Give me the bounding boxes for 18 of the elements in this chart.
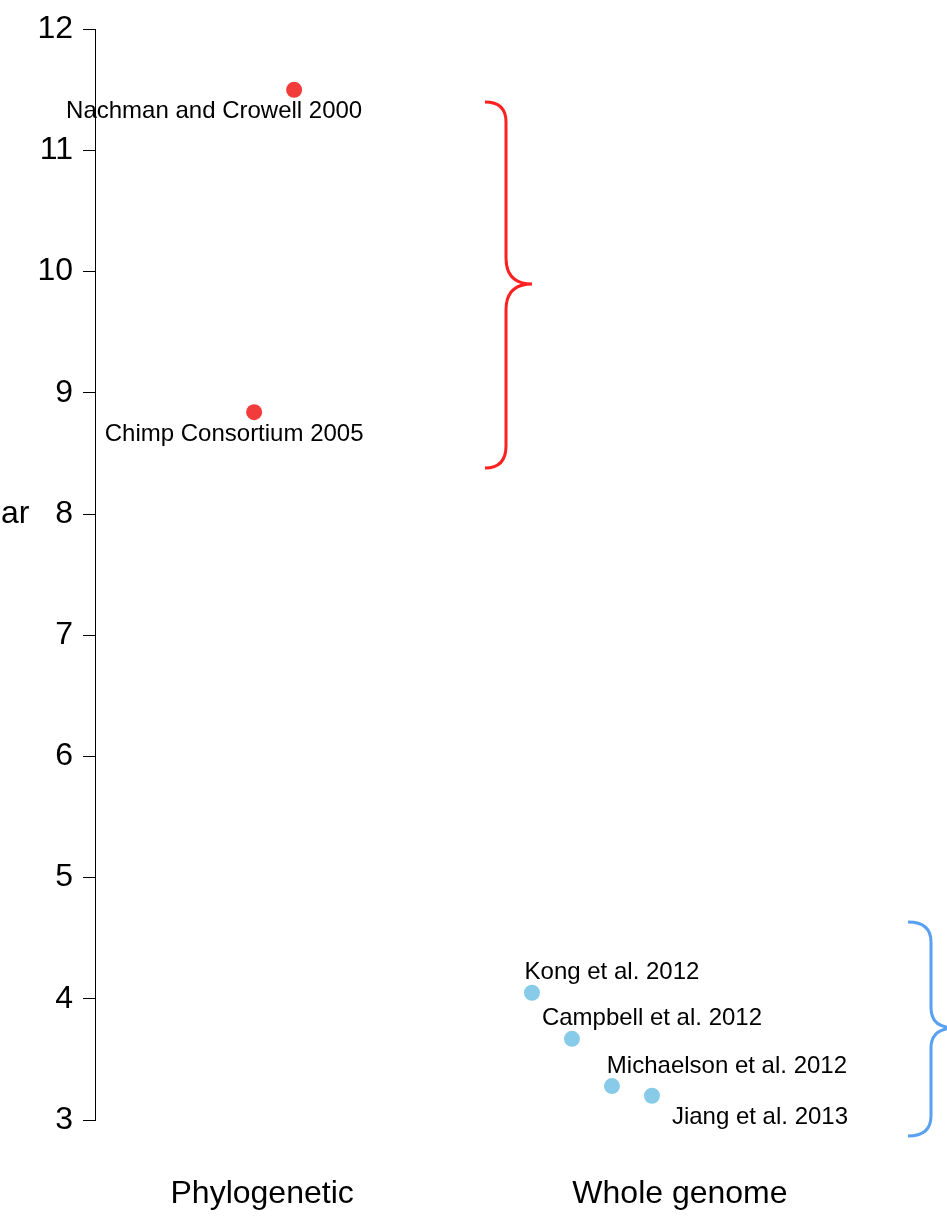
x-tick-label: Whole genome: [572, 1174, 788, 1211]
y-tick-label: 5: [55, 857, 73, 894]
y-tick-label: 11: [39, 130, 73, 167]
y-tick-label: 12: [37, 9, 73, 46]
annotation: Kong et al. 2012: [524, 957, 700, 985]
y-tick-label: 6: [55, 736, 73, 773]
annotation: Michaelson et al. 2012: [606, 1050, 848, 1078]
annotation: Chimp Consortium 2005: [104, 418, 364, 446]
y-tick-label: 3: [55, 1099, 73, 1136]
x-tick-label: Phylogenetic: [170, 1174, 354, 1211]
y-tick-label: 4: [55, 978, 73, 1015]
y-tick-label: 10: [37, 251, 73, 288]
y-tick-label: 8: [55, 493, 73, 530]
annotation: Jiang et al. 2013: [671, 1102, 849, 1130]
y-axis-title: ar: [1, 493, 30, 530]
y-tick-label: 9: [55, 372, 73, 409]
annotation: Campbell et al. 2012: [541, 1003, 763, 1031]
y-tick-label: 7: [55, 615, 73, 652]
